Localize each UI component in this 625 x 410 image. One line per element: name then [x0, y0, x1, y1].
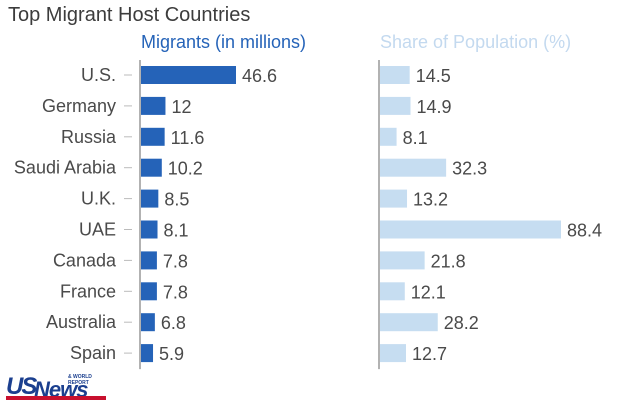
bar-series-2	[380, 189, 408, 208]
bar-series-1	[141, 313, 155, 332]
bar-series-2	[380, 96, 411, 115]
bar-series-1	[141, 251, 157, 270]
bar-series-2	[380, 282, 405, 301]
data-label-series-1: 46.6	[242, 66, 277, 86]
category-label: Saudi Arabia	[14, 158, 117, 178]
category-label: UAE	[79, 220, 116, 240]
data-label-series-1: 8.5	[164, 190, 189, 210]
logo-us-text: US	[6, 373, 37, 400]
bar-series-2	[380, 251, 425, 270]
data-label-series-2: 12.1	[411, 282, 446, 302]
category-label: Germany	[42, 96, 116, 116]
usnews-logo: US News & WORLD REPORT	[6, 373, 106, 402]
bar-series-1	[141, 158, 162, 177]
category-label: Spain	[70, 343, 116, 363]
data-label-series-2: 32.3	[452, 159, 487, 179]
bar-series-1	[141, 66, 236, 84]
series-header-migrants: Migrants (in millions)	[141, 32, 307, 52]
data-label-series-1: 11.6	[171, 128, 205, 148]
data-label-series-2: 8.1	[403, 128, 428, 148]
data-label-series-2: 13.2	[413, 190, 448, 210]
category-label: France	[60, 281, 116, 301]
data-label-series-2: 21.8	[431, 251, 466, 271]
bar-series-2	[380, 158, 447, 177]
data-label-series-2: 14.5	[416, 66, 451, 86]
bar-series-2	[380, 220, 561, 239]
data-label-series-1: 7.8	[163, 282, 188, 302]
series-header-share: Share of Population (%)	[380, 32, 572, 52]
category-label: Russia	[61, 127, 117, 147]
data-label-series-1: 7.8	[163, 251, 188, 271]
bar-series-1	[141, 96, 166, 115]
data-label-series-2: 14.9	[417, 97, 452, 117]
data-label-series-1: 5.9	[159, 344, 184, 364]
bar-series-1	[141, 220, 158, 239]
category-label: U.K.	[81, 189, 116, 209]
data-label-series-1: 6.8	[161, 313, 186, 333]
bar-series-1	[141, 344, 154, 363]
category-label: Australia	[46, 312, 117, 332]
bar-series-2	[380, 344, 407, 363]
chart-title: Top Migrant Host Countries	[8, 4, 251, 26]
bar-series-2	[380, 313, 438, 332]
data-label-series-2: 88.4	[567, 221, 602, 241]
category-label: U.S.	[81, 65, 116, 85]
bar-series-1	[141, 189, 159, 208]
logo-tagline: & WORLD REPORT	[68, 374, 92, 386]
data-label-series-2: 12.7	[412, 344, 447, 364]
bar-series-2	[380, 127, 397, 146]
data-label-series-1: 10.2	[168, 159, 203, 179]
data-label-series-1: 12	[171, 97, 191, 117]
bar-series-1	[141, 127, 165, 146]
data-label-series-2: 28.2	[444, 313, 479, 333]
category-label: Canada	[53, 250, 117, 270]
logo-red-bar	[6, 396, 106, 400]
bar-series-2	[380, 66, 410, 84]
data-label-series-1: 8.1	[164, 221, 189, 241]
bar-series-1	[141, 282, 157, 301]
